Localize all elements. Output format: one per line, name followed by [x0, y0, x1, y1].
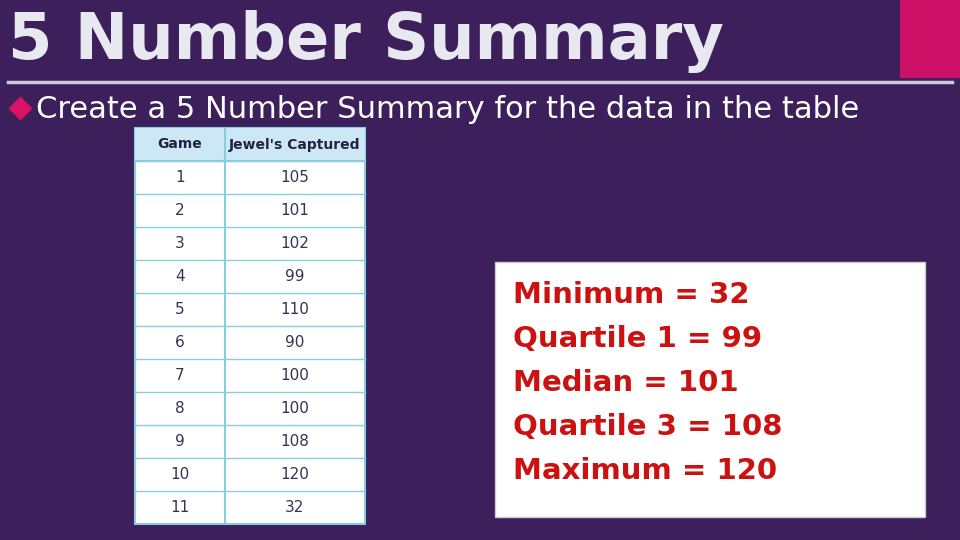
- Bar: [495, 262, 925, 517]
- Text: Median = 101: Median = 101: [513, 369, 738, 397]
- Text: 4: 4: [175, 269, 185, 284]
- Text: 32: 32: [285, 500, 304, 515]
- Text: 10: 10: [170, 467, 190, 482]
- Text: Minimum = 32: Minimum = 32: [513, 281, 750, 309]
- Text: 100: 100: [280, 368, 309, 383]
- Text: 1: 1: [175, 170, 185, 185]
- Text: 5: 5: [175, 302, 185, 317]
- Text: Maximum = 120: Maximum = 120: [513, 457, 778, 485]
- Text: 101: 101: [280, 203, 309, 218]
- Text: 11: 11: [170, 500, 190, 515]
- Text: 99: 99: [285, 269, 304, 284]
- Text: 100: 100: [280, 401, 309, 416]
- Text: 3: 3: [175, 236, 185, 251]
- Text: 2: 2: [175, 203, 185, 218]
- Text: Quartile 1 = 99: Quartile 1 = 99: [513, 325, 762, 353]
- Text: Quartile 3 = 108: Quartile 3 = 108: [513, 413, 782, 441]
- Text: 90: 90: [285, 335, 304, 350]
- Text: 105: 105: [280, 170, 309, 185]
- Text: 8: 8: [175, 401, 185, 416]
- Text: Jewel's Captured: Jewel's Captured: [229, 138, 361, 152]
- Bar: [135, 128, 365, 524]
- Bar: [135, 128, 365, 161]
- Text: 110: 110: [280, 302, 309, 317]
- Text: 7: 7: [175, 368, 185, 383]
- Text: 9: 9: [175, 434, 185, 449]
- Text: 5 Number Summary: 5 Number Summary: [8, 10, 724, 73]
- Bar: [900, 0, 960, 78]
- Text: Game: Game: [157, 138, 203, 152]
- Text: 120: 120: [280, 467, 309, 482]
- Text: 102: 102: [280, 236, 309, 251]
- Text: Create a 5 Number Summary for the data in the table: Create a 5 Number Summary for the data i…: [36, 95, 859, 124]
- Text: 6: 6: [175, 335, 185, 350]
- Text: 108: 108: [280, 434, 309, 449]
